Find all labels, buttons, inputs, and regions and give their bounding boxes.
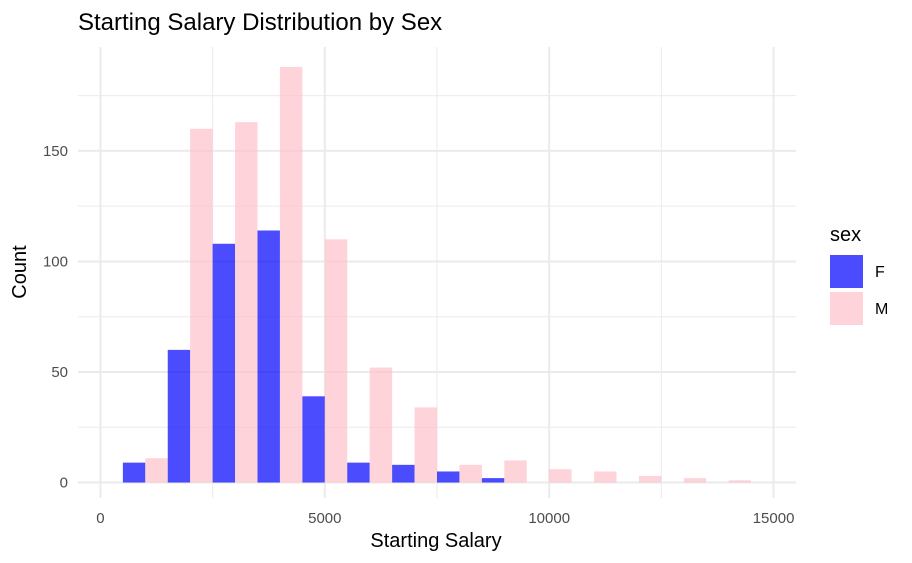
bar-m [145, 458, 168, 483]
x-tick-label: 15000 [753, 510, 795, 527]
bar-m [369, 367, 393, 483]
bar-f [122, 462, 146, 483]
legend-item-f: F [830, 255, 885, 288]
x-axis-title: Starting Salary [370, 530, 501, 552]
legend: sex F M [830, 224, 888, 325]
legend-item-m: M [830, 292, 888, 325]
bar-m [235, 122, 258, 483]
legend-label: M [875, 301, 888, 318]
legend-title: sex [830, 224, 861, 246]
bar-f [437, 471, 460, 483]
y-axis-title: Count [9, 245, 31, 299]
y-axis-ticks: 0 50 100 150 [43, 143, 68, 492]
x-tick-label: 10000 [528, 510, 570, 527]
bar-f [347, 462, 370, 483]
x-tick-label: 0 [96, 510, 104, 527]
legend-swatch [830, 292, 863, 325]
y-tick-label: 150 [43, 143, 68, 160]
x-axis-ticks: 0 5000 10000 15000 [96, 510, 794, 527]
y-tick-label: 100 [43, 253, 68, 270]
y-tick-label: 50 [51, 364, 68, 381]
bar-m [279, 66, 303, 483]
y-tick-label: 0 [60, 475, 68, 492]
bar-f [212, 243, 236, 483]
bar-m [504, 460, 527, 483]
bar-m [549, 469, 572, 483]
bar-m [190, 128, 213, 483]
bar-f [302, 396, 325, 483]
chart-title: Starting Salary Distribution by Sex [78, 9, 442, 36]
bar-f [167, 349, 191, 483]
bar-f [257, 230, 280, 483]
x-tick-label: 5000 [308, 510, 341, 527]
bar-m [638, 475, 662, 483]
bar-m [728, 480, 752, 483]
bar-m [683, 478, 707, 483]
bars [122, 66, 752, 483]
bar-m [324, 239, 348, 483]
legend-label: F [875, 264, 885, 281]
bar-m [414, 407, 437, 483]
legend-swatch [830, 255, 863, 288]
bar-m [594, 471, 617, 483]
bar-f [392, 464, 415, 483]
bar-f [481, 478, 505, 483]
bar-m [459, 464, 482, 483]
